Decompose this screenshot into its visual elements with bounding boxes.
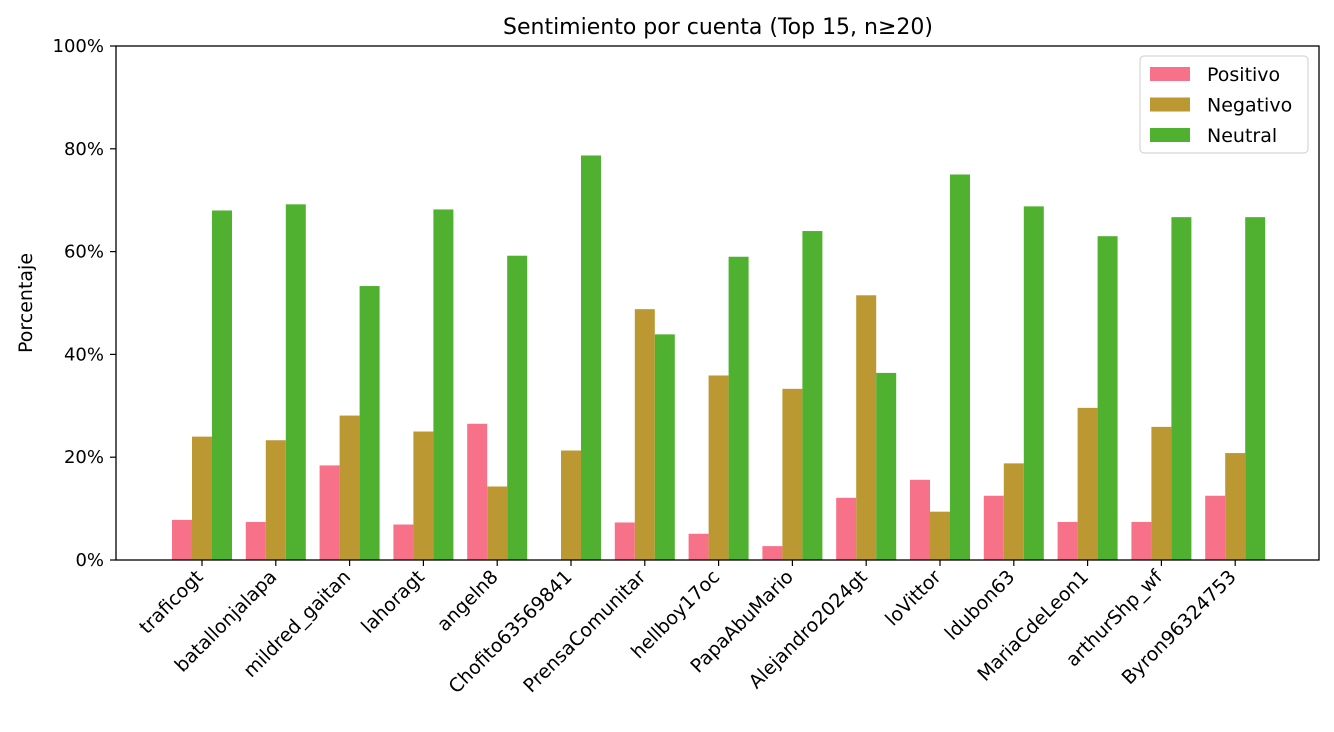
bar-neutral	[950, 174, 970, 560]
bar-negativo	[1225, 453, 1246, 560]
bar-positivo	[1131, 521, 1152, 560]
bar-negativo	[1077, 407, 1098, 560]
bar-negativo	[561, 450, 581, 560]
x-tick-label: ldubon63	[941, 566, 1020, 645]
legend-label-positivo: Positivo	[1207, 64, 1280, 86]
bar-neutral	[876, 372, 897, 560]
plot-frame	[115, 45, 1320, 561]
x-tick-label: PrensaComunitar	[519, 566, 650, 697]
bar-positivo	[1205, 495, 1226, 560]
bar-positivo	[1057, 521, 1078, 560]
bar-positivo	[910, 479, 930, 560]
x-tick-label: angeln8	[433, 566, 503, 636]
y-tick-label: 60%	[64, 242, 104, 263]
bar-positivo	[393, 524, 414, 560]
legend-swatch-neutral	[1150, 128, 1190, 142]
y-tick-label: 100%	[53, 36, 104, 57]
bar-positivo	[319, 465, 340, 560]
bar-negativo	[930, 511, 950, 560]
legend-label-negativo: Negativo	[1207, 95, 1292, 117]
bar-negativo	[487, 486, 508, 560]
bar-negativo	[1003, 463, 1024, 560]
bar-neutral	[359, 286, 380, 560]
x-tick-label: lahoragt	[357, 566, 429, 638]
bar-neutral	[433, 209, 454, 560]
bar-positivo	[467, 423, 488, 560]
y-tick-label: 40%	[64, 344, 104, 365]
bar-neutral	[1171, 217, 1192, 561]
bar-neutral	[285, 204, 306, 560]
bar-neutral	[802, 231, 823, 561]
bar-negativo	[339, 415, 360, 560]
bar-negativo	[634, 309, 655, 560]
bar-positivo	[762, 546, 783, 560]
bar-positivo	[983, 495, 1004, 560]
bar-negativo	[708, 375, 729, 560]
legend-swatch-positivo	[1150, 67, 1190, 81]
bar-negativo	[265, 440, 286, 560]
x-tick-label: loVittor	[881, 566, 946, 631]
plot-area: 0%20%40%60%80%100%traficogtbatallonjalap…	[53, 36, 1320, 698]
bar-positivo	[172, 519, 192, 560]
legend-label-neutral: Neutral	[1207, 125, 1277, 147]
bar-neutral	[581, 155, 601, 560]
bar-negativo	[856, 295, 877, 560]
y-tick-label: 80%	[64, 139, 104, 160]
bar-negativo	[413, 431, 434, 560]
bar-positivo	[688, 533, 709, 560]
chart-title: Sentimiento por cuenta (Top 15, n≥20)	[503, 15, 933, 40]
x-tick-label: traficogt	[135, 566, 207, 638]
bar-negativo	[192, 436, 212, 560]
bar-neutral	[654, 334, 675, 560]
bar-positivo	[245, 521, 266, 560]
bar-neutral	[212, 210, 232, 561]
bar-positivo	[836, 497, 857, 560]
bar-neutral	[728, 256, 749, 560]
y-tick-label: 20%	[64, 447, 104, 468]
legend-swatch-negativo	[1150, 97, 1190, 112]
bar-negativo	[782, 388, 803, 560]
bar-positivo	[614, 522, 635, 560]
bar-neutral	[1245, 217, 1266, 561]
bar-neutral	[1023, 206, 1044, 561]
y-tick-label: 0%	[75, 550, 104, 571]
bar-neutral	[507, 255, 528, 560]
y-axis-label: Porcentaje	[15, 253, 37, 353]
bar-neutral	[1097, 236, 1118, 560]
x-tick-label: Chofito63569841	[445, 566, 577, 698]
bar-negativo	[1151, 426, 1172, 560]
legend: Positivo Negativo Neutral	[1139, 55, 1309, 154]
